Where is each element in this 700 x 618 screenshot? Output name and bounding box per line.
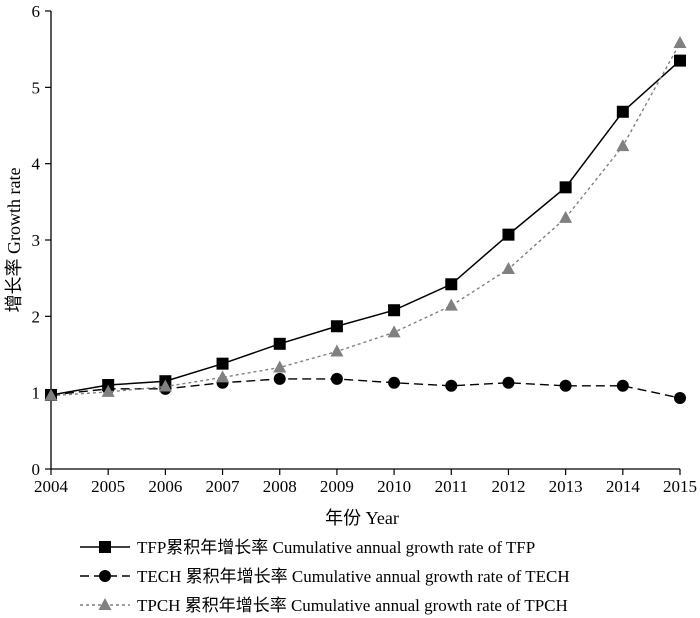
y-tick-label: 3: [32, 231, 41, 250]
legend-label-tfp: TFP累积年增长率 Cumulative annual growth rate …: [137, 538, 535, 557]
series-line-tech: [50, 378, 681, 399]
legend-item-tpch: TPCH 累积年增长率 Cumulative annual growth rat…: [80, 596, 568, 615]
x-tick-label: 2012: [491, 477, 525, 496]
x-tick-label: 2007: [206, 477, 241, 496]
legend-label-tech: TECH 累积年增长率 Cumulative annual growth rat…: [137, 567, 570, 586]
data-point-tech: [502, 376, 515, 389]
x-tick-label: 2014: [606, 477, 641, 496]
y-tick-label: 5: [32, 78, 41, 97]
y-tick-label: 0: [32, 460, 41, 479]
series-line-tpch: [50, 42, 681, 397]
legend-item-tfp: TFP累积年增长率 Cumulative annual growth rate …: [80, 538, 535, 557]
data-point-tpch: [330, 344, 344, 357]
series-line-tfp: [50, 60, 681, 396]
x-tick-label: 2004: [34, 477, 69, 496]
legend: TFP累积年增长率 Cumulative annual growth rate …: [80, 538, 570, 615]
series-tpch: [44, 36, 687, 401]
y-tick-label: 4: [32, 155, 41, 174]
data-point-tpch: [444, 298, 458, 311]
legend-marker-tfp: [99, 541, 111, 553]
x-tick-label: 2006: [148, 477, 182, 496]
data-point-tfp: [330, 320, 343, 333]
data-point-tech: [674, 392, 686, 405]
data-point-tpch: [387, 325, 401, 338]
data-point-tpch: [216, 370, 230, 383]
y-tick-label: 2: [32, 307, 41, 326]
data-point-tpch: [559, 210, 573, 223]
data-point-tpch: [158, 379, 172, 392]
data-point-tpch: [44, 388, 58, 401]
x-tick-label: 2011: [435, 477, 468, 496]
x-tick-label: 2008: [263, 477, 297, 496]
series-layer: [44, 36, 687, 405]
axes: [50, 11, 680, 470]
legend-marker-tech: [99, 570, 111, 582]
x-tick-label: 2015: [663, 477, 697, 496]
data-point-tech: [445, 379, 458, 392]
data-point-tech: [388, 376, 401, 389]
legend-label-tpch: TPCH 累积年增长率 Cumulative annual growth rat…: [137, 596, 568, 615]
y-tick-label: 6: [32, 2, 41, 21]
data-point-tpch: [501, 262, 515, 275]
legend-item-tech: TECH 累积年增长率 Cumulative annual growth rat…: [80, 567, 570, 586]
series-tfp: [45, 54, 686, 401]
data-point-tfp: [674, 54, 686, 67]
data-point-tfp: [216, 357, 229, 370]
x-tick-label: 2009: [320, 477, 354, 496]
x-tick-label: 2013: [549, 477, 583, 496]
data-point-tpch: [673, 36, 687, 49]
data-point-tech: [273, 372, 286, 385]
data-point-tfp: [445, 278, 458, 291]
legend-marker-tpch: [98, 598, 112, 610]
y-ticks: 0 1 2 3 4 5 6: [32, 2, 51, 479]
data-point-tpch: [101, 384, 115, 397]
data-point-tfp: [273, 337, 286, 350]
data-point-tfp: [616, 105, 629, 118]
x-tick-label: 2005: [91, 477, 125, 496]
data-point-tfp: [559, 181, 572, 194]
data-point-tfp: [388, 304, 401, 317]
data-point-tpch: [616, 139, 630, 152]
x-ticks: 2004 2005 2006 2007 2008 2009 2010 2011 2012 2013…: [34, 469, 697, 496]
x-axis-title: 年份 Year: [325, 508, 399, 528]
y-axis-title: 增长率 Growth rate: [4, 168, 24, 313]
data-point-tpch: [273, 360, 287, 373]
data-point-tech: [330, 372, 343, 385]
x-tick-label: 2010: [377, 477, 411, 496]
data-point-tfp: [502, 228, 515, 241]
data-point-tech: [616, 379, 629, 392]
y-tick-label: 1: [32, 384, 41, 403]
data-point-tech: [559, 379, 572, 392]
